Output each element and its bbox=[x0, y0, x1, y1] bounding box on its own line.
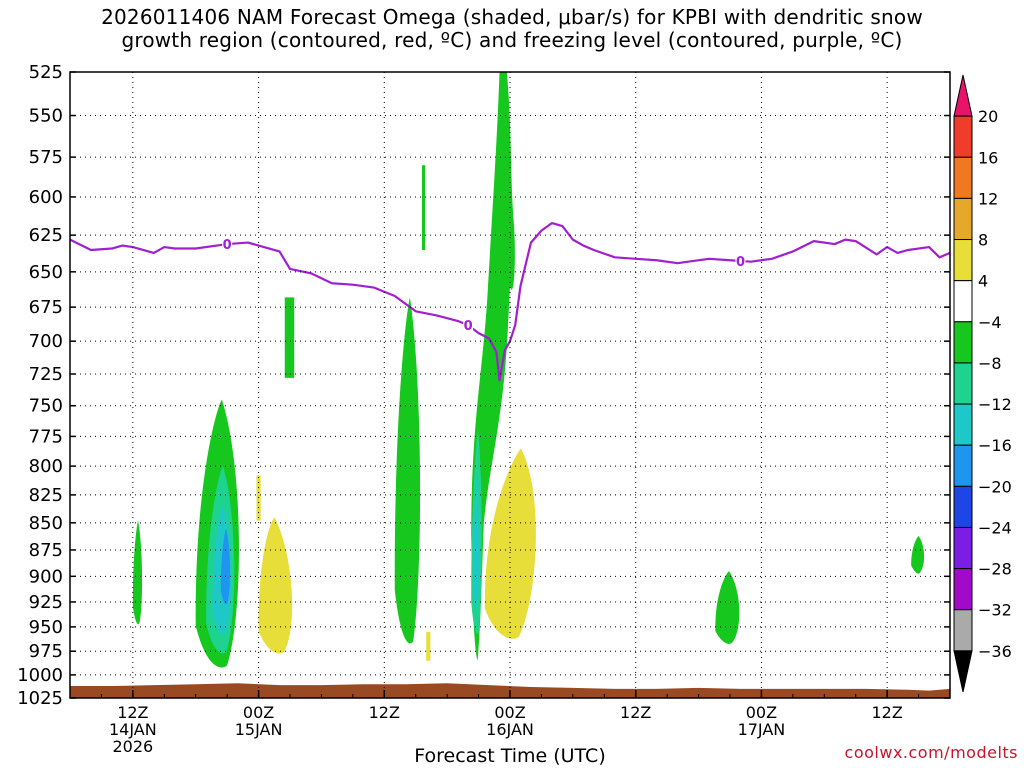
colorbar-level-label: −32 bbox=[978, 601, 1012, 620]
x-tick-label: 12Z bbox=[369, 703, 400, 722]
omega-region-15jan-yellow-sliver bbox=[256, 475, 261, 521]
colorbar-bin bbox=[953, 321, 973, 364]
plot-area: 0 0 0 bbox=[70, 72, 950, 698]
colorbar-level-label: −20 bbox=[978, 477, 1012, 496]
colorbar-level-label: −16 bbox=[978, 436, 1012, 455]
omega-region-12z14-green bbox=[132, 520, 143, 625]
y-tick-label: 575 bbox=[29, 147, 63, 168]
x-tick-label: 14JAN bbox=[109, 720, 157, 739]
omega-region-16jan-yellow-sliver bbox=[426, 631, 431, 661]
colorbar-level-label: −4 bbox=[978, 313, 1002, 332]
y-tick-label: 650 bbox=[29, 262, 63, 283]
x-tick-label: 2026 bbox=[112, 737, 153, 756]
colorbar-level-label: −24 bbox=[978, 518, 1012, 537]
y-tick-label: 875 bbox=[29, 540, 63, 561]
colorbar-bin bbox=[953, 568, 973, 611]
y-tick-label: 850 bbox=[29, 513, 63, 534]
colorbar-level-label: 20 bbox=[978, 107, 998, 126]
colorbar-bin-top-arrow bbox=[953, 74, 973, 117]
x-tick-label: 12Z bbox=[117, 703, 148, 722]
y-tick-label: 1000 bbox=[17, 665, 63, 686]
chart-title-line2: growth region (contoured, red, ºC) and f… bbox=[121, 28, 903, 52]
colorbar-bin-bottom-arrow bbox=[953, 650, 973, 693]
colorbar-bin bbox=[953, 197, 973, 241]
colorbar-level-label: 4 bbox=[978, 272, 988, 291]
colorbar-level-label: −12 bbox=[978, 395, 1012, 414]
colorbar-bin bbox=[953, 444, 973, 487]
omega-region-16jan-yellow bbox=[484, 448, 536, 639]
colorbar-bin bbox=[953, 115, 973, 158]
freezing-level-label-bg bbox=[222, 237, 233, 252]
omega-region-15jan-yellow bbox=[258, 517, 293, 654]
omega-region-17jan-green bbox=[715, 571, 740, 644]
colorbar-bin bbox=[953, 609, 973, 652]
y-tick-label: 675 bbox=[29, 297, 63, 318]
x-tick-label: 00Z bbox=[494, 703, 525, 722]
y-tick-label: 900 bbox=[29, 566, 63, 587]
y-tick-label: 625 bbox=[29, 225, 63, 246]
colorbar-bin bbox=[953, 403, 973, 446]
colorbar-level-label: −28 bbox=[978, 560, 1012, 579]
omega-region-16jan-cyan bbox=[473, 477, 479, 610]
axes: 525 550 575 600 625 650 675 700 725 750 775 800 825 8… bbox=[17, 62, 951, 756]
chart-title: 2026011406 NAM Forecast Omega (shaded, μ… bbox=[0, 6, 1024, 52]
y-tick-label: 550 bbox=[29, 106, 63, 127]
omega-region-17jan-late-green bbox=[911, 535, 925, 574]
x-tick-label: 00Z bbox=[243, 703, 274, 722]
y-tick-label: 1025 bbox=[17, 688, 63, 709]
x-axis-title: Forecast Time (UTC) bbox=[414, 745, 606, 767]
y-tick-label: 925 bbox=[29, 592, 63, 613]
omega-region-15jan-small bbox=[284, 297, 295, 378]
omega-region-15jan-high bbox=[422, 165, 426, 250]
x-tick-label: 17JAN bbox=[738, 720, 786, 739]
colorbar-bin bbox=[953, 156, 973, 199]
freezing-level-label: 0 bbox=[736, 255, 745, 270]
colorbar-level-label: 8 bbox=[978, 231, 988, 250]
colorbar-bin bbox=[953, 280, 973, 323]
freezing-level-label-bg bbox=[463, 317, 474, 332]
y-tick-label: 825 bbox=[29, 485, 63, 506]
y-tick-label: 600 bbox=[29, 187, 63, 208]
colorbar-bin bbox=[953, 526, 973, 570]
colorbar-bin bbox=[953, 362, 973, 405]
y-tick-label: 800 bbox=[29, 456, 63, 477]
colorbar-level-label: −8 bbox=[978, 354, 1002, 373]
omega-region-12z15-green bbox=[394, 297, 421, 644]
x-tick-label: 15JAN bbox=[235, 720, 283, 739]
freezing-level-label-bg bbox=[735, 253, 746, 268]
colorbar-level-label: 16 bbox=[978, 148, 998, 167]
y-tick-label: 975 bbox=[29, 641, 63, 662]
colorbar-level-label: 12 bbox=[978, 189, 998, 208]
colorbar-bin bbox=[953, 239, 973, 282]
credit-text: coolwx.com/modelts bbox=[844, 743, 1018, 762]
freezing-level-label: 0 bbox=[464, 319, 473, 334]
x-tick-label: 12Z bbox=[620, 703, 651, 722]
x-tick-label: 12Z bbox=[871, 703, 902, 722]
y-tick-label: 725 bbox=[29, 364, 63, 385]
omega-region-early-blue bbox=[220, 528, 231, 605]
y-tick-label: 750 bbox=[29, 396, 63, 417]
y-tick-label: 775 bbox=[29, 426, 63, 447]
x-tick-label: 00Z bbox=[746, 703, 777, 722]
y-tick-label: 700 bbox=[29, 331, 63, 352]
y-tick-label: 950 bbox=[29, 617, 63, 638]
freezing-level-label: 0 bbox=[223, 238, 232, 253]
omega-region-16jan-green bbox=[471, 72, 515, 661]
chart-title-line1: 2026011406 NAM Forecast Omega (shaded, μ… bbox=[101, 5, 923, 29]
colorbar-bin bbox=[953, 485, 973, 528]
colorbar: 20 16 12 8 4 −4 −8 −12 −16 −20 −24 −28 −32 −36 bbox=[953, 74, 1012, 693]
y-tick-label: 525 bbox=[29, 62, 63, 83]
x-tick-label: 16JAN bbox=[486, 720, 534, 739]
colorbar-level-label: −36 bbox=[978, 642, 1012, 661]
